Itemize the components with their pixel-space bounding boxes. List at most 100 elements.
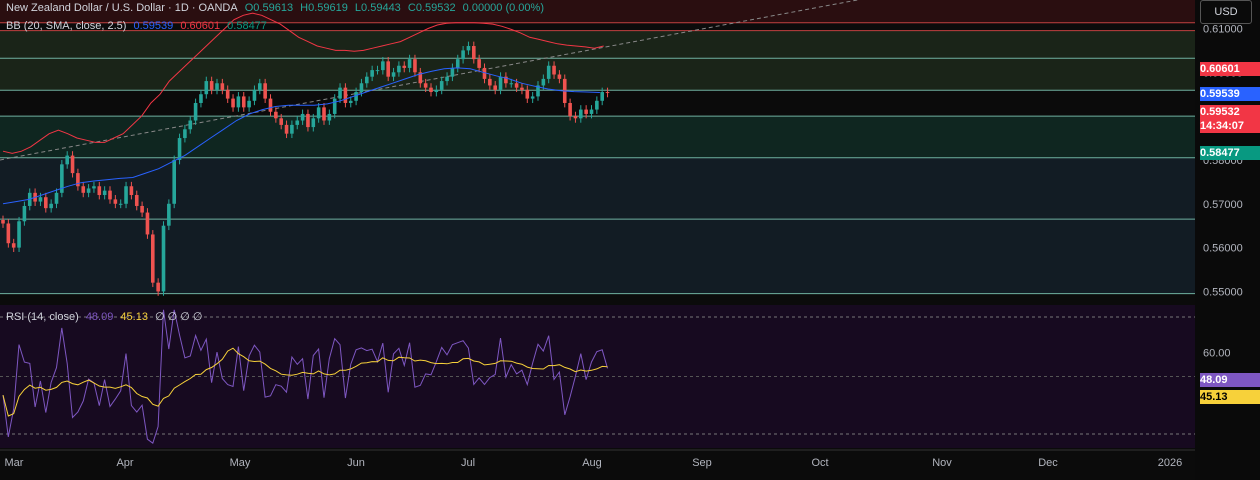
candle-body (76, 173, 80, 187)
candle-body (145, 212, 150, 235)
candle-body (172, 159, 176, 204)
candle-body (343, 87, 348, 103)
candle-body (124, 186, 128, 204)
candle-body (284, 124, 289, 134)
candle-body (365, 76, 369, 84)
last-price-badge: 0.59532 (1200, 105, 1260, 119)
candle-body (188, 120, 193, 130)
candle-body (11, 243, 16, 248)
candle-body (520, 87, 524, 90)
candle-body (375, 70, 380, 72)
x-tick-label: Nov (932, 457, 952, 469)
candle-body (134, 195, 139, 206)
candle-body (514, 83, 519, 88)
x-tick-label: 2026 (1158, 457, 1182, 469)
y-tick-label: 0.55000 (1203, 286, 1243, 298)
candle-body (6, 223, 11, 244)
candle-body (44, 197, 48, 209)
candle-body (348, 100, 353, 103)
currency-button[interactable]: USD (1200, 0, 1252, 24)
rsi-ma-value: 45.13 (120, 311, 148, 323)
candle-body (92, 186, 96, 189)
candle-body (258, 83, 262, 90)
candle-body (225, 89, 230, 99)
candle-body (209, 81, 214, 90)
zone-lower (0, 157, 1195, 294)
x-tick-label: Dec (1038, 457, 1058, 469)
countdown-badge: 14:34:07 (1200, 119, 1260, 133)
candle-body (557, 74, 562, 79)
candle-body (38, 197, 43, 202)
rsi-badge: 48.09 (1200, 373, 1260, 387)
candle-body (241, 96, 246, 108)
candle-body (220, 83, 225, 90)
candle-body (472, 46, 476, 60)
rsi-label: RSI (14, close) (6, 311, 79, 323)
candle-body (70, 155, 75, 174)
candle-body (102, 190, 107, 196)
candle-body (215, 83, 219, 90)
x-tick-label: Jul (461, 457, 475, 469)
zone-top (0, 0, 1195, 23)
candle-body (311, 118, 316, 128)
bb-upper-line (2, 12, 604, 154)
candle-body (568, 102, 572, 117)
candle-body (49, 203, 53, 209)
candle-body (327, 113, 332, 121)
candle-body (584, 109, 588, 114)
candle-body (359, 83, 364, 93)
candle-body (354, 92, 358, 101)
rsi-extras: ∅ ∅ ∅ ∅ (155, 311, 203, 323)
candle-body (418, 72, 423, 84)
candle-body (290, 124, 294, 134)
x-tick-label: Jun (347, 457, 365, 469)
rsi-tick-label: 60.00 (1203, 348, 1231, 360)
candle-body (81, 186, 86, 193)
candle-body (332, 98, 337, 114)
rsi-value: 48.09 (85, 311, 114, 323)
candle-body (140, 205, 144, 213)
x-tick-label: Mar (5, 457, 24, 469)
bb-lower-value: 0.58477 (227, 20, 267, 32)
candle-body (108, 190, 112, 200)
candle-body (60, 164, 64, 193)
y-tick-label: 0.56000 (1203, 243, 1243, 255)
candle-body (536, 85, 540, 97)
zone-upper (0, 30, 1195, 91)
candle-body (236, 96, 241, 108)
candle-body (22, 205, 27, 222)
candle-body (466, 46, 471, 51)
bb-lower-badge: 0.58477 (1200, 146, 1260, 160)
candle-body (423, 83, 428, 88)
candle-body (17, 221, 21, 248)
candle-body (322, 107, 326, 121)
candle-body (156, 282, 160, 292)
candle-body (386, 61, 390, 77)
candle-body (263, 83, 267, 99)
candle-body (509, 83, 514, 85)
candle-body (493, 85, 497, 90)
candle-body (129, 186, 134, 196)
candle-body (477, 59, 481, 68)
candle-body (450, 67, 455, 77)
candle-body (300, 113, 305, 121)
symbol-legend: New Zealand Dollar / U.S. Dollar · 1D · … (6, 2, 548, 14)
bb-basis-badge: 0.59539 (1200, 87, 1260, 101)
y-tick-label: 0.61000 (1203, 23, 1243, 35)
candle-body (306, 113, 310, 128)
candle-body (279, 118, 283, 125)
bb-legend[interactable]: BB (20, SMA, close, 2.5) 0.59539 0.60601… (6, 20, 271, 32)
candle-body (151, 234, 155, 283)
trend-line (0, 0, 861, 161)
candle-body (579, 109, 583, 119)
candle-body (530, 96, 535, 99)
candle-body (541, 78, 546, 86)
x-tick-label: Oct (811, 457, 828, 469)
rsi-legend[interactable]: RSI (14, close) 48.09 45.13 ∅ ∅ ∅ ∅ (6, 310, 207, 323)
bb-upper-value: 0.60601 (180, 20, 221, 32)
candle-body (252, 89, 257, 101)
candle-body (113, 199, 118, 204)
candle-body (97, 186, 102, 196)
bb-basis-value: 0.59539 (133, 20, 174, 32)
